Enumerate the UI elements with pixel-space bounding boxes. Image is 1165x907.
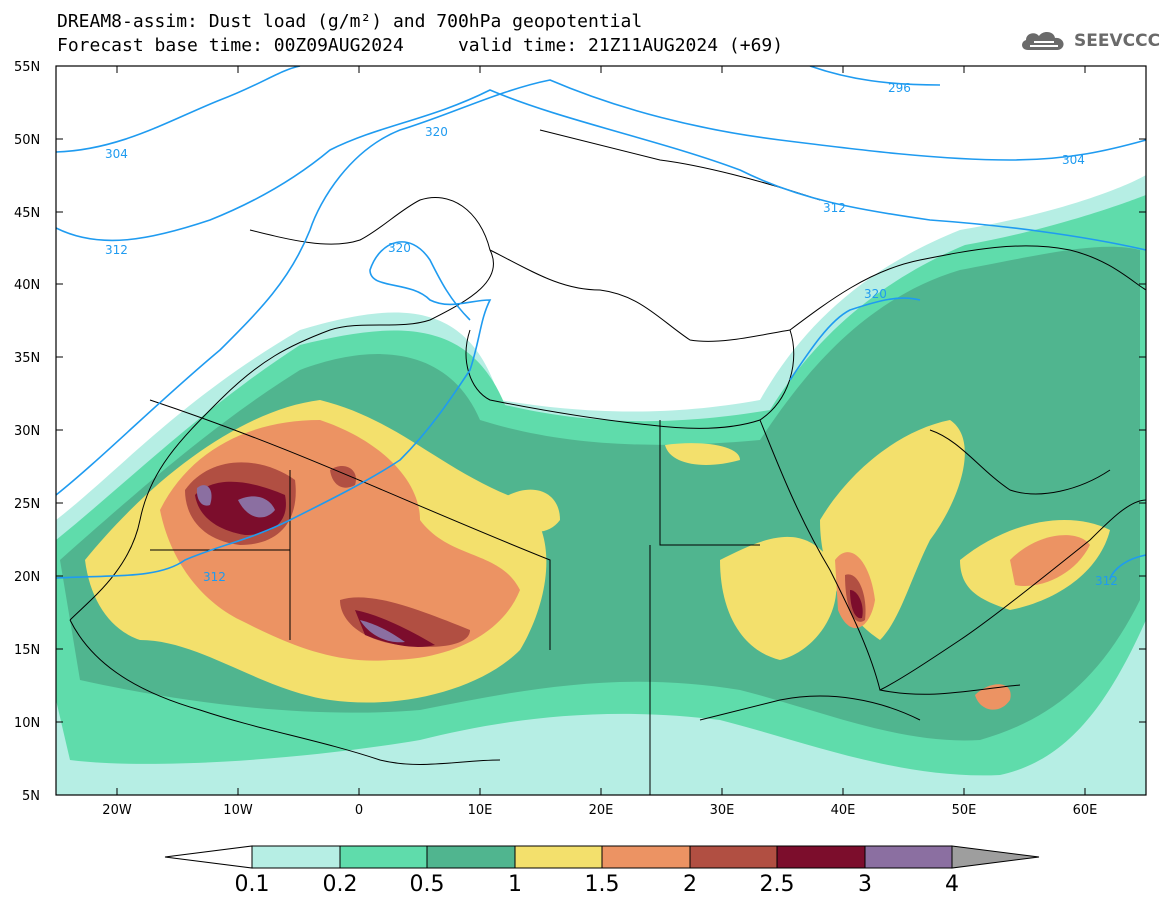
colorbar-cell bbox=[426, 845, 516, 869]
colorbar-cell bbox=[514, 845, 603, 869]
logo: SEEVCCC bbox=[1018, 28, 1160, 54]
lat-label: 45N bbox=[14, 206, 40, 221]
lon-label: 50E bbox=[952, 803, 977, 818]
lon-label: 60E bbox=[1073, 803, 1098, 818]
contour-label: 320 bbox=[864, 287, 887, 301]
colorbar-cell bbox=[339, 845, 428, 869]
colorbar-cell bbox=[951, 845, 1040, 869]
colorbar-label: 2 bbox=[683, 872, 697, 897]
contour-labels: 296 304 320 304 312 320 312 320 312 312 bbox=[105, 81, 1118, 588]
map-subtitle: Forecast base time: 00Z09AUG2024 valid t… bbox=[57, 35, 784, 56]
lat-label: 30N bbox=[14, 424, 40, 439]
lat-label: 40N bbox=[14, 278, 40, 293]
lat-label: 25N bbox=[14, 497, 40, 512]
colorbar-label: 4 bbox=[945, 872, 959, 897]
lat-label: 35N bbox=[14, 351, 40, 366]
colorbar-label: 0.2 bbox=[322, 872, 358, 897]
lon-axis: 20W 10W 0 10E 20E 30E 40E 50E 60E bbox=[102, 66, 1097, 818]
contour-label: 312 bbox=[203, 570, 226, 584]
lat-label: 20N bbox=[14, 570, 40, 585]
lon-label: 40E bbox=[831, 803, 856, 818]
contour-label: 312 bbox=[823, 201, 846, 215]
contour-label: 304 bbox=[105, 147, 128, 161]
lat-label: 10N bbox=[14, 716, 40, 731]
colorbar-cell bbox=[864, 845, 953, 869]
lon-label: 20W bbox=[102, 803, 132, 818]
colorbar-cell bbox=[776, 845, 866, 869]
colorbar-label: 0.1 bbox=[234, 872, 270, 897]
lon-label: 0 bbox=[355, 803, 363, 818]
lat-label: 15N bbox=[14, 643, 40, 658]
contour-label: 320 bbox=[388, 241, 411, 255]
logo-text: SEEVCCC bbox=[1074, 31, 1161, 51]
lat-label: 50N bbox=[14, 133, 40, 148]
contour-label: 296 bbox=[888, 81, 911, 95]
colorbar-label: 3 bbox=[858, 872, 872, 897]
cloud-icon bbox=[1022, 32, 1064, 50]
lat-label: 5N bbox=[22, 789, 40, 804]
colorbar-cell bbox=[251, 845, 341, 869]
contour-label: 312 bbox=[1095, 574, 1118, 588]
contour-label: 320 bbox=[425, 125, 448, 139]
contour-label: 312 bbox=[105, 243, 128, 257]
colorbar-label: 2.5 bbox=[759, 872, 795, 897]
dust-field bbox=[56, 175, 1146, 795]
lat-axis: 55N 50N 45N 40N 35N 30N 25N 20N 15N 10N … bbox=[14, 60, 1146, 804]
lon-label: 10E bbox=[468, 803, 493, 818]
lon-label: 10W bbox=[223, 803, 253, 818]
contour-label: 304 bbox=[1062, 153, 1085, 167]
lon-label: 20E bbox=[589, 803, 614, 818]
colorbar-cell bbox=[601, 845, 691, 869]
colorbar bbox=[164, 845, 1040, 869]
lat-label: 55N bbox=[14, 60, 40, 75]
colorbar-cell bbox=[689, 845, 778, 869]
lon-label: 30E bbox=[710, 803, 735, 818]
geopotential-contours bbox=[56, 66, 1146, 581]
coastlines bbox=[69, 129, 1146, 795]
colorbar-cell bbox=[164, 845, 253, 869]
colorbar-label: 1.5 bbox=[584, 872, 620, 897]
colorbar-label: 1 bbox=[508, 872, 522, 897]
colorbar-label: 0.5 bbox=[409, 872, 445, 897]
map-title: DREAM8-assim: Dust load (g/m²) and 700hP… bbox=[57, 11, 643, 32]
